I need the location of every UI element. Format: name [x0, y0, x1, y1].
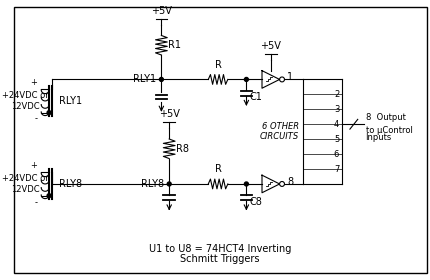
Circle shape [279, 181, 284, 186]
Text: 2: 2 [333, 90, 338, 99]
Text: RLY8: RLY8 [141, 179, 164, 189]
Text: 8  Output: 8 Output [365, 113, 405, 122]
Text: to μControl: to μControl [365, 126, 412, 135]
Text: 3: 3 [333, 105, 338, 114]
Text: +: + [31, 78, 37, 87]
Text: C8: C8 [249, 197, 261, 207]
Circle shape [244, 78, 248, 81]
Circle shape [47, 111, 51, 115]
Text: 8: 8 [287, 177, 293, 187]
Text: +: + [31, 161, 37, 170]
Text: Inputs: Inputs [365, 133, 391, 142]
Text: +5V: +5V [260, 41, 281, 51]
Circle shape [159, 78, 163, 81]
Text: 4: 4 [333, 120, 338, 129]
Circle shape [167, 182, 171, 186]
Text: 5: 5 [333, 135, 338, 144]
Text: R: R [214, 164, 221, 174]
Text: +5V: +5V [158, 109, 179, 120]
Circle shape [47, 194, 51, 198]
Text: 7: 7 [333, 165, 338, 174]
Text: Schmitt Triggers: Schmitt Triggers [180, 254, 259, 264]
Text: -: - [34, 115, 37, 123]
Text: R8: R8 [175, 144, 189, 154]
Text: 6 OTHER
CIRCUITS: 6 OTHER CIRCUITS [259, 122, 298, 141]
Circle shape [279, 77, 284, 82]
Text: +5V: +5V [150, 6, 172, 16]
Text: +24VDC or
12VDC: +24VDC or 12VDC [2, 91, 49, 111]
Text: -: - [34, 198, 37, 207]
Text: +24VDC or
12VDC: +24VDC or 12VDC [2, 174, 49, 194]
Text: RLY8: RLY8 [58, 179, 82, 189]
Text: U1 to U8 = 74HCT4 Inverting: U1 to U8 = 74HCT4 Inverting [148, 244, 291, 255]
Text: C1: C1 [249, 92, 261, 102]
Text: R1: R1 [168, 40, 181, 50]
Circle shape [244, 182, 248, 186]
Text: RLY1: RLY1 [133, 74, 156, 85]
Text: 6: 6 [333, 150, 338, 158]
Text: RLY1: RLY1 [58, 96, 82, 106]
Text: R: R [214, 60, 221, 70]
Text: 1: 1 [287, 73, 293, 83]
